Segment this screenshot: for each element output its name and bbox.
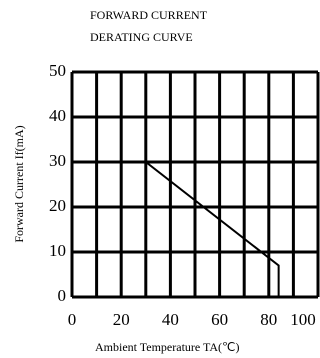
y-tick-label: 30 <box>49 151 66 170</box>
x-axis-label: Ambient Temperature TA(℃) <box>95 340 240 354</box>
y-tick-label: 50 <box>49 61 66 80</box>
chart-title: DERATING CURVE <box>90 30 193 44</box>
data-line <box>72 161 280 297</box>
y-tick-label: 40 <box>49 106 66 125</box>
chart-title: FORWARD CURRENT <box>90 8 208 22</box>
x-tick-label: 40 <box>162 310 179 329</box>
y-axis-label: Forward Current If(mA) <box>12 125 26 242</box>
x-tick-label: 100 <box>290 310 316 329</box>
x-tick-label: 0 <box>68 310 77 329</box>
y-tick-label: 0 <box>58 286 67 305</box>
x-tick-label: 60 <box>211 310 228 329</box>
x-tick-label: 20 <box>113 310 130 329</box>
y-tick-label: 10 <box>49 241 66 260</box>
y-tick-label: 20 <box>49 196 66 215</box>
x-tick-label: 80 <box>260 310 277 329</box>
